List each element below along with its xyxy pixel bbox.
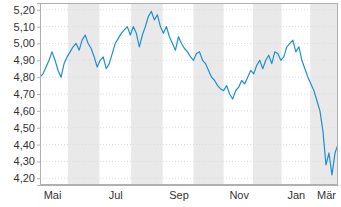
y-tick-mark — [37, 27, 40, 28]
y-tick-label: 4,90 — [14, 54, 35, 66]
grid — [40, 10, 338, 179]
grid-line — [40, 161, 338, 162]
y-tick: 5,00 — [14, 37, 40, 49]
y-tick-mark — [37, 161, 40, 162]
y-tick-label: 4,80 — [14, 71, 35, 83]
y-tick: 4,30 — [14, 155, 40, 167]
y-tick: 5,10 — [14, 21, 40, 33]
price-line — [40, 11, 338, 174]
y-axis-line — [37, 4, 41, 186]
y-tick-label: 4,30 — [14, 155, 35, 167]
y-tick-label: 4,60 — [14, 105, 35, 117]
plot — [40, 11, 338, 174]
y-tick-mark — [37, 94, 40, 95]
grid-line — [40, 127, 338, 128]
x-tick: Nov — [229, 185, 249, 201]
y-tick: 4,20 — [14, 172, 40, 184]
y-tick-mark — [37, 111, 40, 112]
chart: 4,20 4,30 4,40 4,50 4,60 4,70 4,80 4,90 5,00 5,10… — [0, 0, 341, 207]
y-tick-label: 4,40 — [14, 139, 35, 151]
grid-line — [40, 60, 338, 61]
y-tick-label: 4,50 — [14, 122, 35, 134]
y-tick-label: 5,10 — [14, 21, 35, 33]
grid-line — [40, 26, 338, 27]
y-tick-label: 5,20 — [14, 4, 35, 16]
x-tick-label: Jan — [287, 189, 305, 201]
grid-line — [40, 144, 338, 145]
x-tick-label: Jul — [109, 189, 123, 201]
y-tick-mark — [37, 60, 40, 61]
x-tick-label: Mai — [44, 189, 62, 201]
plot-frame — [41, 4, 338, 185]
x-tick: Sep — [169, 185, 189, 201]
x-tick-label: Mär — [317, 189, 336, 201]
grid-line — [40, 9, 338, 10]
y-tick-label: 5,00 — [14, 37, 35, 49]
y-tick: 5,20 — [14, 4, 40, 16]
y-tick-label: 4,20 — [14, 172, 35, 184]
y-tick-label: 4,70 — [14, 88, 35, 100]
y-tick-mark — [37, 128, 40, 129]
y-tick-mark — [37, 145, 40, 146]
grid-line — [40, 77, 338, 78]
grid-line — [40, 94, 338, 95]
x-tick-label: Sep — [169, 189, 189, 201]
y-tick-mark — [37, 43, 40, 44]
y-tick: 4,60 — [14, 105, 40, 117]
y-tick-mark — [37, 77, 40, 78]
x-tick: Mai — [44, 185, 62, 201]
grid-line — [40, 178, 338, 179]
x-tick-label: Nov — [229, 189, 249, 201]
y-tick: 4,70 — [14, 88, 40, 100]
y-tick: 4,80 — [14, 71, 40, 83]
y-tick-mark — [37, 10, 40, 11]
x-tick: Mär — [317, 185, 336, 201]
x-axis-line — [41, 185, 339, 186]
y-tick: 4,90 — [14, 54, 40, 66]
y-tick: 4,50 — [14, 122, 40, 134]
x-tick: Jan — [287, 185, 305, 201]
x-tick: Jul — [109, 185, 123, 201]
grid-line — [40, 110, 338, 111]
y-tick-mark — [37, 178, 40, 179]
y-tick: 4,40 — [14, 139, 40, 151]
y-axis: 4,20 4,30 4,40 4,50 4,60 4,70 4,80 4,90 5,00 5,10… — [14, 4, 41, 186]
x-axis: Mai Jul Sep Nov Jan Mär — [41, 185, 339, 201]
